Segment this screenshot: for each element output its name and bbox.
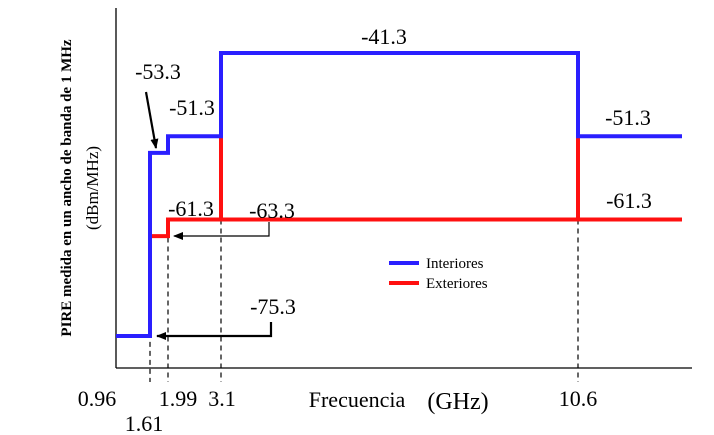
x-tick-label: 10.6: [559, 386, 598, 411]
y-axis-label-line2: (dBm/MHz): [83, 146, 102, 230]
annotation-top-level: -41.3: [361, 24, 407, 49]
arrow-bottom: [156, 322, 273, 340]
annotation-red-notch-level: -63.3: [249, 198, 295, 223]
series-line-exteriores: [150, 136, 682, 239]
reference-dashes: [149, 152, 579, 382]
legend-label-exteriores: Exteriores: [426, 276, 488, 292]
series-layer: [116, 51, 682, 338]
annotation-notch-level: -53.3: [135, 59, 181, 84]
x-axis-label-word: Frecuencia: [309, 387, 406, 412]
legend-label-interiores: Interiores: [426, 256, 484, 272]
y-axis-label-line1: PIRE medida en un ancho de banda de 1 MH…: [59, 39, 75, 336]
annotation-bottom-level: -75.3: [250, 294, 296, 319]
x-tick-label: 1.61: [125, 411, 164, 435]
x-tick-labels: 0.96 1.611.99 3.1 10.6: [78, 386, 598, 435]
x-tick-label: 3.1: [208, 386, 236, 411]
x-tick-label: 0.96: [78, 386, 117, 411]
legend: Interiores Exteriores: [389, 256, 488, 292]
annotation-blue-left-level: -51.3: [169, 95, 215, 120]
arrow-notch: [144, 91, 159, 149]
annotation-red-right-level: -61.3: [606, 188, 652, 213]
x-axis-label-unit: (GHz): [427, 389, 488, 415]
x-tick-label: 1.99: [159, 386, 198, 411]
series-line-interiores: [116, 51, 682, 338]
annotation-red-left-level: -61.3: [168, 196, 214, 221]
annotation-blue-right-level: -51.3: [605, 105, 651, 130]
arrow-red-notch: [173, 222, 270, 240]
